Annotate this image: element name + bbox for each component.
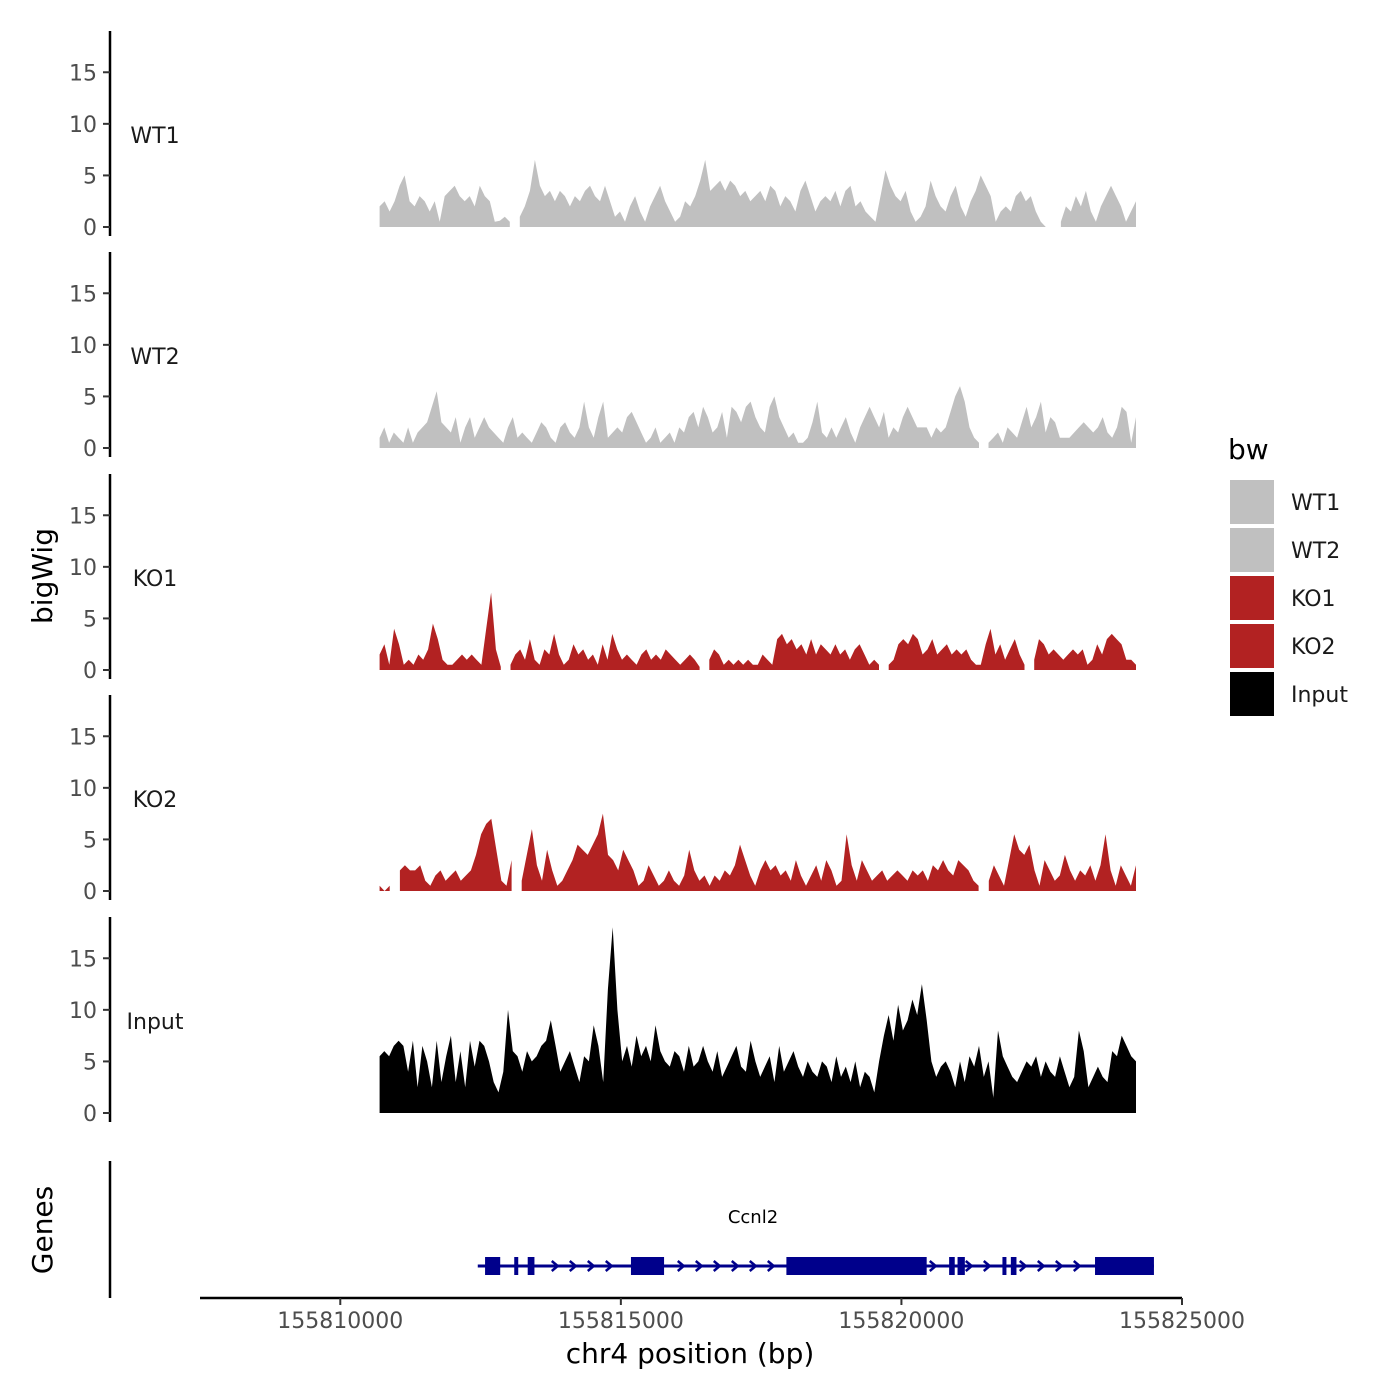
track-label: Input: [127, 1010, 184, 1035]
legend-label: WT2: [1291, 539, 1340, 564]
y-axis-title: bigWig: [26, 528, 59, 624]
y-tick-label: 0: [83, 437, 97, 462]
x-tick-label: 155820000: [838, 1309, 964, 1334]
coverage-area-ko1: [709, 633, 879, 670]
gene-exon: [1002, 1257, 1007, 1275]
gene-exon: [1010, 1257, 1017, 1275]
y-tick-label: 5: [83, 1050, 97, 1075]
y-tick-label: 0: [83, 1102, 97, 1127]
track-label: WT1: [130, 124, 179, 149]
y-tick-label: 10: [69, 113, 97, 138]
track-panels: 0 5 10 15 WT1 0 5 10 15 WT2 0 5 10 15 KO1 0 5 10 15 KO2 0 5 10…: [69, 31, 1137, 1127]
x-tick-label: 155815000: [558, 1309, 684, 1334]
strand-arrow: [604, 1260, 614, 1272]
track-input: 0 5 10 15 Input: [69, 917, 1137, 1127]
strand-arrow: [676, 1260, 686, 1272]
gene-exon: [786, 1257, 927, 1275]
coverage-area-ko2: [399, 818, 512, 891]
strand-arrow: [712, 1260, 722, 1272]
gene-exon: [1095, 1257, 1154, 1275]
y-tick-label: 10: [69, 556, 97, 581]
y-tick-label: 0: [83, 216, 97, 241]
strand-arrow: [1018, 1260, 1028, 1272]
strand-arrow: [1054, 1260, 1064, 1272]
legend-label: Input: [1291, 683, 1348, 708]
legend-label: KO1: [1291, 587, 1336, 612]
legend-label: WT1: [1291, 491, 1340, 516]
coverage-area-ko1: [510, 633, 700, 670]
strand-arrow: [964, 1260, 974, 1272]
track-wt2: 0 5 10 15 WT2: [69, 252, 1136, 462]
strand-arrow: [766, 1260, 776, 1272]
coverage-area-ko1: [888, 628, 1025, 670]
track-ko2: 0 5 10 15 KO2: [69, 695, 1136, 905]
strand-arrow: [586, 1260, 596, 1272]
y-tick-label: 5: [83, 164, 97, 189]
x-tick-label: 155810000: [277, 1309, 403, 1334]
y-tick-label: 10: [69, 777, 97, 802]
y-tick-label: 15: [69, 61, 97, 86]
strand-arrow: [694, 1260, 704, 1272]
x-axis: 155810000 155815000 155820000 155825000: [200, 1296, 1245, 1334]
gene-exon: [957, 1257, 965, 1275]
strand-arrow: [982, 1260, 992, 1272]
y-tick-label: 15: [69, 725, 97, 750]
coverage-area-ko2: [988, 834, 1136, 891]
legend-key-wt1: [1230, 480, 1274, 524]
legend-key-ko1: [1230, 576, 1274, 620]
gene-exon: [630, 1257, 665, 1275]
coverage-area-wt1: [519, 159, 1046, 227]
genes-axis-title: Genes: [26, 1186, 59, 1274]
y-tick-label: 15: [69, 947, 97, 972]
coverage-area-wt1: [1060, 185, 1136, 227]
x-axis-title: chr4 position (bp): [566, 1337, 815, 1370]
track-wt1: 0 5 10 15 WT1: [69, 31, 1136, 241]
track-label: WT2: [130, 345, 179, 370]
coverage-area-ko1: [1034, 633, 1136, 670]
strand-arrow: [1072, 1260, 1082, 1272]
strand-arrow: [1036, 1260, 1046, 1272]
strand-arrow: [550, 1260, 560, 1272]
legend-label: KO2: [1291, 635, 1336, 660]
coverage-area-wt1: [379, 175, 510, 227]
y-tick-label: 5: [83, 828, 97, 853]
gene-exon: [527, 1257, 535, 1275]
gene-exon: [514, 1257, 519, 1275]
y-tick-label: 15: [69, 282, 97, 307]
strand-arrow: [568, 1260, 578, 1272]
legend-title: bw: [1228, 433, 1269, 466]
track-ko1: 0 5 10 15 KO1: [69, 474, 1136, 684]
legend-key-wt2: [1230, 528, 1274, 572]
coverage-area-wt2: [988, 401, 1136, 448]
gene-exon: [949, 1257, 955, 1275]
y-tick-label: 0: [83, 659, 97, 684]
strand-arrow: [928, 1260, 938, 1272]
gene-exon: [485, 1257, 501, 1275]
y-tick-label: 10: [69, 999, 97, 1024]
coverage-area-ko2: [521, 813, 979, 891]
x-tick-label: 155825000: [1119, 1309, 1245, 1334]
legend-key-ko2: [1230, 624, 1274, 668]
gene-panel: Ccnl2: [108, 1161, 1154, 1298]
coverage-area-ko1: [379, 592, 501, 670]
y-tick-label: 0: [83, 880, 97, 905]
y-tick-label: 15: [69, 504, 97, 529]
y-tick-label: 10: [69, 334, 97, 359]
coverage-area-wt2: [379, 386, 980, 448]
coverage-area-input: [379, 927, 1137, 1113]
legend: bw WT1 WT2 KO1 KO2 Input: [1228, 433, 1348, 716]
track-label: KO1: [133, 567, 178, 592]
gene-track: [477, 1257, 1154, 1275]
legend-key-input: [1230, 672, 1274, 716]
y-tick-label: 5: [83, 607, 97, 632]
strand-arrow: [730, 1260, 740, 1272]
strand-arrow: [748, 1260, 758, 1272]
gene-name-label: Ccnl2: [728, 1207, 778, 1228]
y-tick-label: 5: [83, 385, 97, 410]
track-label: KO2: [133, 788, 178, 813]
coverage-area-ko2: [379, 885, 390, 891]
